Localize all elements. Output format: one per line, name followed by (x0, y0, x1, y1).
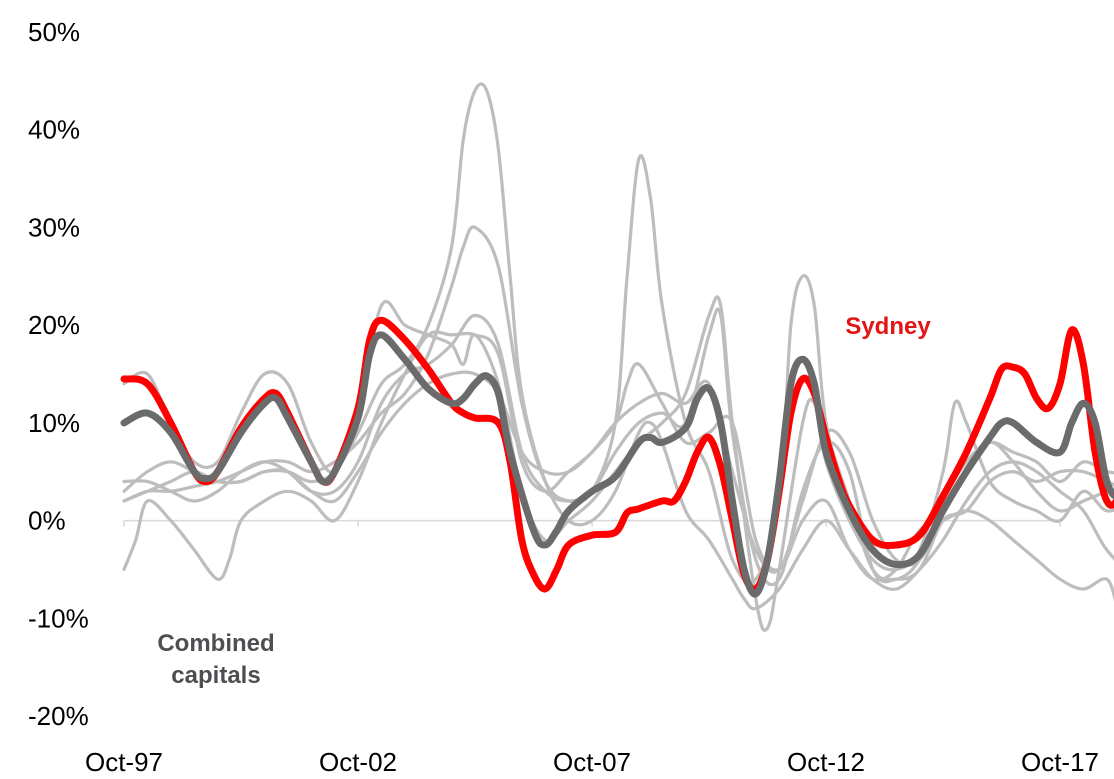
y-tick-label: 30% (28, 212, 80, 242)
x-tick-label: Oct-12 (787, 747, 865, 777)
x-tick-label: Oct-02 (319, 747, 397, 777)
series-line-other-capital (122, 154, 1114, 585)
x-tick-label: Oct-17 (1021, 747, 1099, 777)
y-tick-label: 10% (28, 408, 80, 438)
y-axis-ticks: -20% -10% 0% 10% 20% 30% 40% 50% (28, 17, 89, 731)
annotation-sydney: Sydney (845, 313, 931, 340)
series-line-other-capital (122, 330, 1114, 601)
series-line-sydney (120, 316, 1114, 593)
x-axis: Oct-97 Oct-02 Oct-07 Oct-12 Oct-17 (85, 519, 1099, 777)
y-tick-label: 0% (28, 506, 66, 536)
series-layer (120, 82, 1114, 632)
x-tick-label: Oct-97 (85, 747, 163, 777)
x-tick-label: Oct-07 (553, 747, 631, 777)
y-tick-label: 20% (28, 310, 80, 340)
y-tick-label: 40% (28, 115, 80, 145)
annotation-combined-capitals: Combined capitals (157, 630, 274, 689)
y-tick-label: -10% (28, 603, 89, 633)
y-tick-label: -20% (28, 701, 89, 731)
series-line-combined-capitals (120, 331, 1114, 598)
y-tick-label: 50% (28, 17, 80, 47)
series-line-other-capital (122, 370, 1114, 574)
annotations: Sydney Combined capitals (157, 313, 931, 689)
